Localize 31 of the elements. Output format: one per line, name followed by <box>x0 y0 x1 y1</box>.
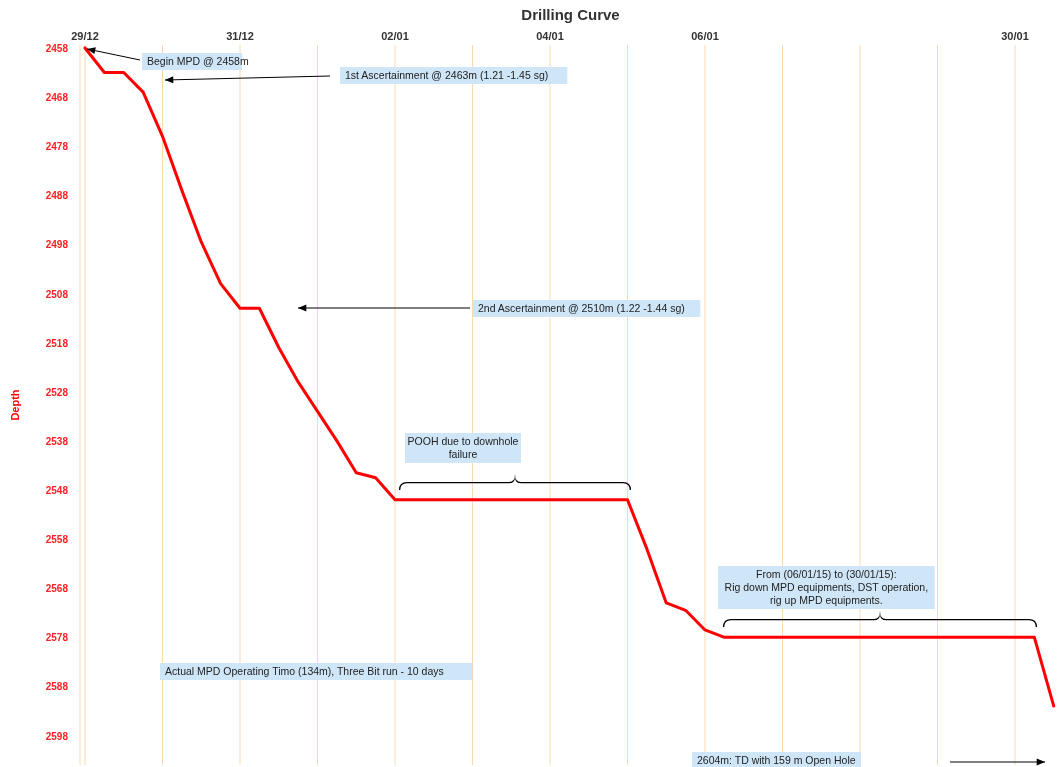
annotation: 2604m: TD with 159 m Open Hole <box>697 754 856 766</box>
annotation: Actual MPD Operating Timo (134m), Three Bit run - 10 days <box>165 665 444 677</box>
annotation: 2nd Ascertainment @ 2510m (1.22 -1.44 sg) <box>478 302 685 314</box>
y-tick-label: 2528 <box>45 386 69 398</box>
y-axis-title: Depth <box>9 389 21 421</box>
line-series <box>83 46 1056 708</box>
x-tick-label: 29/12 <box>71 30 99 42</box>
y-tick-label: 2538 <box>45 435 69 447</box>
annotation: Begin MPD @ 2458m <box>147 55 249 67</box>
y-tick-label: 2498 <box>45 239 69 251</box>
y-tick-label: 2468 <box>45 92 69 104</box>
x-tick-label: 04/01 <box>536 30 564 42</box>
x-tick-label: 30/01 <box>1001 30 1029 42</box>
y-tick-label: 2568 <box>45 583 69 595</box>
annotation: 1st Ascertainment @ 2463m (1.21 -1.45 sg) <box>345 69 549 81</box>
y-tick-label: 2598 <box>45 730 69 742</box>
y-tick-label: 2478 <box>45 141 69 153</box>
y-tick-label: 2458 <box>45 42 69 54</box>
y-tick-label: 2488 <box>45 190 69 202</box>
annotation: From (06/01/15) to (30/01/15): Rig down MPD equipments, DST operation, rig up MPD equipments. <box>724 568 929 606</box>
y-tick-label: 2578 <box>45 632 69 644</box>
annotation: POOH due to downhole failure <box>407 435 519 460</box>
y-tick-label: 2548 <box>45 484 69 496</box>
chart-title: Drilling Curve <box>521 6 620 23</box>
x-tick-label: 02/01 <box>381 30 409 42</box>
y-tick-label: 2558 <box>45 534 69 546</box>
y-tick-label: 2588 <box>45 681 69 693</box>
y-tick-label: 2508 <box>45 288 69 300</box>
x-tick-label: 31/12 <box>226 30 254 42</box>
x-tick-label: 06/01 <box>691 30 719 42</box>
y-tick-label: 2518 <box>45 337 69 349</box>
